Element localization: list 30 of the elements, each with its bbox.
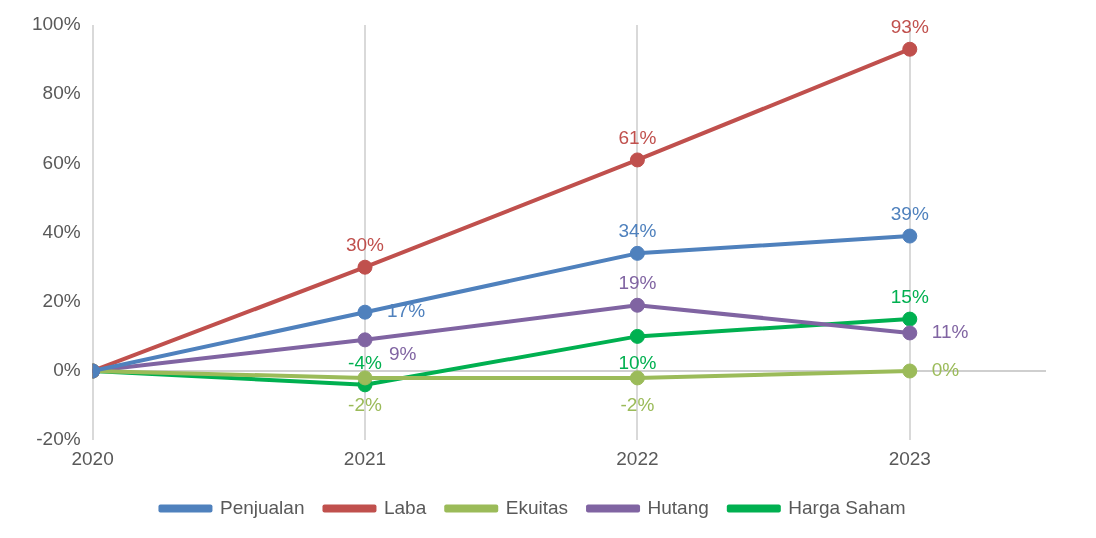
- x-tick-label: 2023: [888, 447, 931, 469]
- y-tick-label: 80%: [42, 82, 81, 104]
- data-label: 19%: [618, 271, 657, 293]
- data-label: 30%: [345, 233, 385, 255]
- x-tick-label: 2020: [71, 447, 114, 469]
- y-tick-label: 100%: [31, 13, 81, 35]
- y-tick-label: -20%: [36, 428, 81, 450]
- data-label: 10%: [618, 352, 657, 374]
- data-label: 34%: [618, 220, 657, 242]
- data-label: 11%: [931, 321, 969, 343]
- data-label: -2%: [620, 393, 655, 415]
- data-label: 39%: [890, 202, 929, 224]
- y-tick-label: 60%: [42, 151, 81, 173]
- data-label: 0%: [931, 359, 960, 381]
- data-label: 61%: [618, 126, 657, 148]
- legend-label: Ekuitas: [505, 496, 569, 518]
- x-tick-label: 2022: [616, 447, 659, 469]
- data-label: 9%: [389, 342, 417, 364]
- legend-label: Hutang: [647, 496, 709, 518]
- data-label: -4%: [348, 351, 382, 373]
- y-tick-label: 40%: [42, 220, 81, 242]
- data-label: -2%: [348, 393, 382, 415]
- legend-label: Laba: [383, 496, 427, 518]
- y-tick-label: 0%: [53, 359, 81, 381]
- data-label: 93%: [890, 15, 929, 37]
- legend-label: Penjualan: [219, 496, 305, 518]
- legend-label: Harga Saham: [788, 496, 906, 518]
- data-label: 15%: [890, 285, 929, 307]
- y-tick-label: 20%: [42, 290, 81, 312]
- x-tick-label: 2021: [343, 447, 387, 469]
